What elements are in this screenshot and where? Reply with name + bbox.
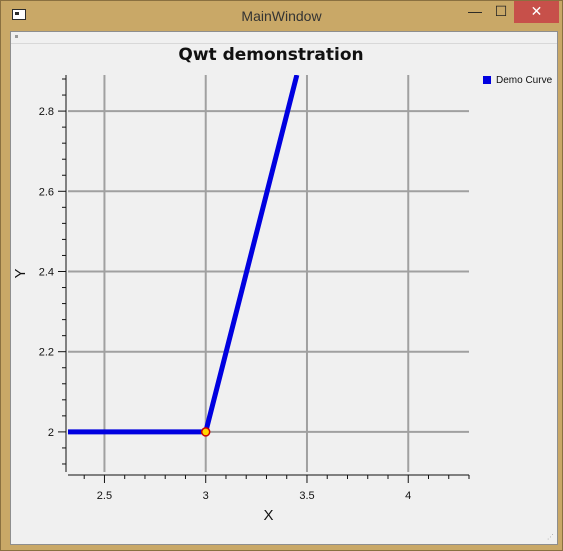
app-icon[interactable] (12, 9, 26, 20)
legend-swatch-icon (483, 76, 491, 84)
plot-canvas[interactable]: 2 2.2 2.4 2.6 2.8 2.5 3 3.5 4 X Y (11, 32, 557, 544)
plot-area (68, 75, 469, 472)
toolbar-grip-icon[interactable] (15, 35, 18, 38)
title-bar[interactable]: MainWindow — ☐ ✕ (1, 1, 562, 31)
plot-title: Qwt demonstration (178, 45, 364, 65)
legend-label: Demo Curve (496, 75, 553, 86)
y-tick-label: 2.2 (39, 347, 54, 359)
x-tick-label: 2.5 (97, 490, 112, 502)
y-axis-title: Y (12, 268, 29, 278)
x-tick-label: 4 (405, 490, 411, 502)
data-point-marker (200, 427, 211, 437)
legend-item-demo-curve[interactable]: Demo Curve (483, 75, 552, 86)
client-area: Qwt demonstration Demo Curve 2 2.2 2.4 2.6 2… (10, 31, 558, 545)
x-tick-label: 3 (203, 490, 209, 502)
minimize-button[interactable]: — (468, 3, 482, 19)
size-grip-icon[interactable]: ⋰ (547, 534, 554, 541)
x-axis-title: X (263, 507, 273, 524)
y-tick-label: 2.6 (39, 186, 54, 198)
y-tick-label: 2.4 (39, 266, 54, 278)
toolbar-strip (11, 32, 557, 44)
maximize-button[interactable]: ☐ (494, 3, 508, 19)
y-tick-label: 2.8 (39, 106, 54, 118)
y-tick-label: 2 (48, 427, 54, 439)
window-title: MainWindow (241, 8, 322, 24)
x-tick-label: 3.5 (299, 490, 314, 502)
close-button[interactable]: ✕ (514, 1, 559, 23)
